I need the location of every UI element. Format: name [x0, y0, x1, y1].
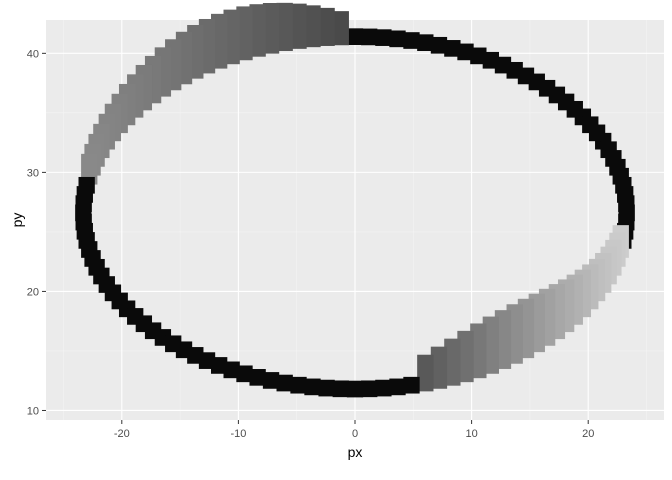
ring-tile — [249, 369, 266, 386]
x-tick-label: -10 — [230, 428, 246, 440]
ring-tile-extruded — [262, 3, 280, 54]
ring-marks — [75, 2, 635, 398]
ring-tile — [304, 378, 321, 396]
ring-tile-extruded — [332, 11, 349, 46]
ring-tile — [389, 378, 406, 396]
x-axis-title: px — [348, 444, 363, 460]
ring-tile — [389, 30, 406, 48]
ring-tile — [375, 29, 392, 46]
ring-tile-extruded — [470, 323, 487, 379]
ring-tile — [210, 357, 228, 374]
ring-tile-extruded — [482, 316, 500, 374]
ring-tile-extruded — [444, 338, 461, 386]
y-tick-label: 10 — [27, 405, 39, 417]
ring-tile — [375, 379, 392, 397]
y-axis: 10 20 30 40 — [27, 48, 46, 417]
y-tick-label: 40 — [27, 48, 39, 60]
ring-tile — [430, 36, 448, 54]
ring-tile-extruded — [290, 3, 307, 49]
ring-tile — [276, 374, 293, 392]
ring-tile-extruded — [430, 346, 448, 389]
ring-tile-extruded — [81, 153, 98, 185]
ring-tile-extruded — [249, 4, 266, 57]
ring-tile — [444, 40, 461, 57]
ring-tile-extruded — [457, 330, 474, 383]
grid-minor — [46, 20, 664, 420]
ring-tile — [223, 361, 240, 379]
ring-tile — [361, 28, 378, 46]
ring-tile — [262, 372, 280, 389]
x-axis: -20 -10 0 10 20 — [114, 420, 594, 440]
ring-tile-extruded — [236, 6, 253, 61]
ring-tile-extruded — [417, 354, 434, 392]
y-axis-title: py — [9, 213, 25, 228]
ring-tile — [236, 365, 253, 383]
ring-tile — [332, 380, 349, 398]
x-tick-label: 10 — [465, 428, 477, 440]
ring-tile — [417, 34, 434, 52]
y-tick-label: 20 — [27, 286, 39, 298]
ring-tile — [361, 380, 378, 398]
ring-tile-extruded — [276, 2, 293, 52]
grid-major — [46, 20, 664, 420]
ring-tile — [346, 28, 364, 45]
x-tick-label: 20 — [582, 428, 594, 440]
ring-tile — [403, 376, 420, 394]
x-tick-label: -20 — [114, 428, 130, 440]
ring-tile — [346, 380, 364, 398]
ring-tile-extruded — [318, 7, 335, 46]
ring-tile — [318, 379, 335, 397]
ring-tile-extruded — [223, 9, 240, 65]
x-tick-label: 0 — [352, 428, 358, 440]
y-tick-label: 30 — [27, 167, 39, 179]
ring-tile-extruded — [304, 5, 321, 48]
ring-tile — [290, 376, 307, 394]
ring-tile — [470, 47, 487, 65]
ring-tile — [457, 43, 474, 61]
ring-tile — [403, 32, 420, 49]
